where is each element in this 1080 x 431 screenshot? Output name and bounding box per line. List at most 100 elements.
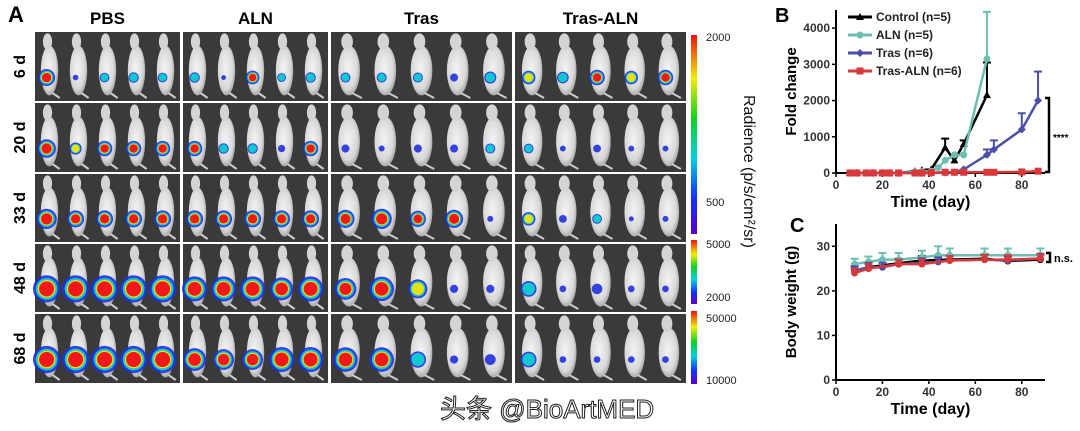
mouse-leg: [138, 92, 148, 99]
mouse: [590, 175, 613, 240]
mouse-body: [483, 116, 505, 167]
mouse-head: [627, 315, 639, 332]
y-tick-label: 0: [823, 373, 830, 387]
mouse-leg: [351, 233, 363, 240]
mouse-leg: [257, 374, 267, 381]
signal-blob: [486, 144, 495, 153]
mouse-body: [338, 45, 360, 96]
signal-blob: [248, 73, 257, 82]
signal-blob: [129, 144, 138, 153]
mouse: [246, 104, 267, 170]
mouse-head: [661, 175, 673, 192]
chart-b-fold-change: B 0 20 40 60 80 0 1000 2000 3000 4000 Time (day) Fol…: [775, 5, 1069, 211]
mouse-head: [413, 104, 426, 121]
significance-label: n.s.: [1054, 253, 1073, 265]
mouse: [67, 175, 90, 240]
imaging-tile: [32, 314, 180, 383]
mouse-head: [558, 315, 570, 332]
mouse-body: [556, 116, 577, 167]
mouse: [334, 245, 363, 310]
mouse: [245, 33, 267, 99]
signal-blob: [187, 281, 202, 296]
signal-blob: [39, 281, 55, 297]
data-point: [950, 156, 959, 164]
mouse-leg: [315, 92, 325, 99]
y-tick-label: 3000: [803, 57, 830, 71]
legend-item: Tras-ALN (n=6): [848, 64, 962, 78]
y-tick-label: 10: [817, 328, 831, 342]
colorbar: [691, 311, 697, 384]
mouse: [125, 104, 148, 170]
data-point: [960, 168, 968, 176]
signal-blob: [126, 352, 142, 368]
mouse-head: [593, 33, 604, 50]
mouse-head: [100, 104, 111, 121]
mouse-leg: [257, 233, 267, 240]
mouse: [624, 175, 648, 240]
signal-blob: [662, 215, 669, 222]
mouse: [624, 245, 648, 310]
day-label: 48 d: [12, 262, 29, 294]
mouse-leg: [51, 233, 61, 240]
mouse-body: [410, 116, 433, 167]
imaging-tile: [331, 174, 512, 242]
mouse-leg: [671, 374, 682, 381]
imaging-tile: [331, 32, 512, 101]
signal-blob: [450, 144, 459, 153]
mouse-leg: [568, 163, 579, 170]
signal-blob: [450, 284, 459, 293]
signal-blob: [155, 281, 171, 297]
mouse-head: [524, 104, 536, 121]
signal-blob: [218, 214, 229, 224]
signal-blob: [628, 216, 634, 222]
mouse: [521, 104, 545, 170]
legend-item: Tras (n=6): [848, 46, 933, 60]
mouse-leg: [109, 233, 119, 240]
mouse-head: [524, 33, 536, 50]
mouse: [215, 175, 238, 240]
imaging-tile: [35, 174, 180, 242]
data-point: [989, 145, 998, 154]
data-point: [983, 55, 991, 63]
colorbar-min-label: 500: [706, 197, 724, 209]
signal-blob: [338, 352, 353, 367]
data-point: [918, 169, 926, 177]
mouse-leg: [257, 92, 267, 99]
mouse-head: [219, 245, 230, 262]
mouse: [369, 315, 399, 381]
x-tick-label: 60: [969, 178, 983, 192]
mouse-body: [304, 45, 323, 96]
mouse-leg: [286, 92, 296, 99]
mouse-leg: [315, 374, 325, 381]
mouse: [521, 175, 545, 240]
colorbar-max-label: 5000: [706, 239, 730, 251]
imaging-tile: [331, 314, 512, 383]
signal-blob: [486, 284, 495, 293]
mouse-head: [42, 104, 53, 121]
mouse-leg: [387, 303, 399, 310]
mouse-body: [521, 187, 543, 237]
signal-blob: [487, 215, 494, 222]
mouse-head: [661, 245, 673, 262]
mouse-body: [338, 116, 360, 167]
signal-blob: [627, 356, 635, 363]
mouse-head: [524, 245, 536, 262]
colorbar-max-label: 2000: [706, 32, 730, 44]
mouse-leg: [80, 233, 90, 240]
mouse-head: [42, 315, 53, 332]
series-line: [854, 257, 1041, 275]
mouse: [371, 175, 399, 240]
signal-blob: [411, 353, 425, 367]
mouse: [154, 104, 177, 170]
mouse: [624, 33, 648, 99]
mouse-head: [558, 245, 570, 262]
mouse-body: [658, 116, 680, 167]
mouse-leg: [460, 233, 471, 240]
mouse-body: [446, 45, 469, 96]
mouse-head: [661, 104, 673, 121]
signal-blob: [377, 73, 386, 82]
imaging-tile: [515, 174, 686, 242]
signal-blob: [221, 75, 227, 80]
mouse: [186, 104, 209, 170]
mouse: [446, 33, 471, 99]
